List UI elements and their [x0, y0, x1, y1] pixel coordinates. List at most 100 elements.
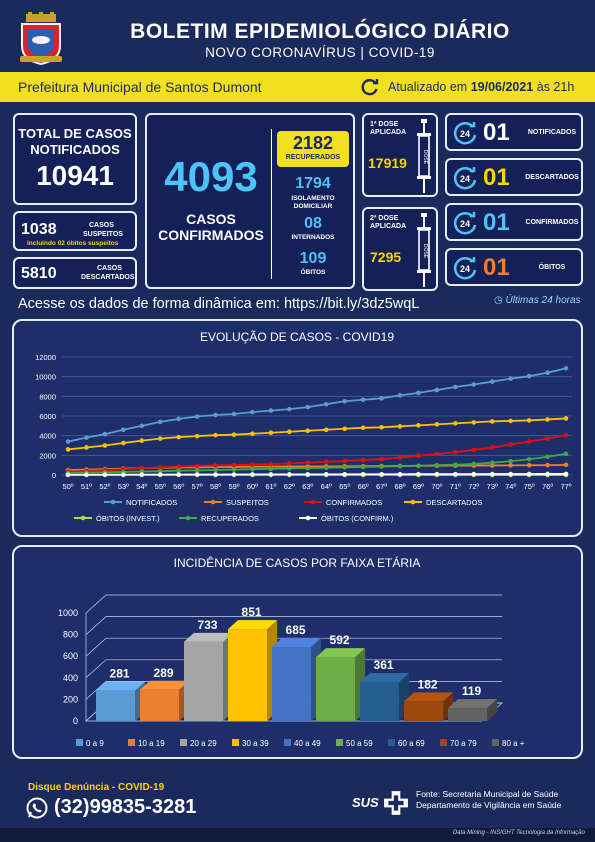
- bar: [228, 629, 268, 721]
- x-tick-label: 67º: [376, 482, 387, 491]
- gridline: [85, 659, 502, 679]
- data-point: [121, 472, 126, 477]
- data-point: [268, 466, 274, 472]
- data-point: [526, 456, 532, 462]
- bar: [184, 641, 224, 721]
- data-point: [397, 424, 403, 429]
- total-notificados-card: TOTAL DE CASOS NOTIFICADOS 10941: [13, 113, 137, 205]
- data-point: [416, 390, 421, 396]
- data-point: [287, 429, 292, 435]
- data-point: [194, 414, 200, 419]
- data-point: [305, 460, 311, 466]
- data-point: [268, 472, 274, 477]
- data-point: [194, 472, 200, 477]
- data-point: [397, 393, 403, 398]
- legend-marker: [410, 499, 416, 505]
- recuperados-value: 2182: [292, 133, 334, 153]
- series-line: [67, 417, 567, 451]
- suspeitos-label-1: CASOS: [89, 222, 114, 229]
- legend-label: 60 a 69: [398, 739, 425, 748]
- confirmados-card: 4093 CASOS CONFIRMADOS 2182 RECUPERADOS …: [145, 113, 355, 289]
- sus-logo-text: SUS: [352, 795, 379, 811]
- data-point: [563, 462, 569, 468]
- data-point: [250, 462, 255, 467]
- data-point: [416, 463, 421, 468]
- y-tick-label: 12000: [35, 353, 56, 362]
- line-chart-panel: EVOLUÇÃO DE CASOS - COVID19 0 2000 4000 6000…: [12, 319, 583, 537]
- data-point: [434, 387, 440, 393]
- data-point: [139, 423, 145, 429]
- data-point: [84, 445, 89, 450]
- dynamic-data-link[interactable]: Acesse os dados de forma dinâmica em: ht…: [18, 296, 420, 312]
- y-tick-label: 1000: [58, 608, 78, 618]
- bar-top: [228, 620, 278, 630]
- y-tick-label: 600: [63, 651, 78, 661]
- data-point: [489, 379, 495, 384]
- legend-marker: [310, 499, 316, 505]
- data-point: [471, 382, 477, 387]
- syringe-icon: DOSE: [417, 213, 431, 287]
- legend-label: 80 a +: [502, 739, 525, 748]
- data-point: [360, 425, 366, 431]
- x-tick-label: 55º: [155, 482, 166, 491]
- legend-label: 30 a 39: [242, 739, 269, 748]
- y-tick-label: 10000: [35, 373, 56, 382]
- data-point: [342, 426, 347, 432]
- data-point: [194, 433, 200, 439]
- legend-label: RECUPERADOS: [201, 514, 259, 523]
- last24-descartados-label: DESCARTADOS: [525, 174, 579, 181]
- data-point: [489, 460, 495, 466]
- legend-label: SUSPEITOS: [226, 498, 269, 507]
- last24-descartados-value: 01: [483, 164, 510, 191]
- descartados-label-1: CASOS: [97, 265, 122, 272]
- suspeitos-label-2: SUSPEITOS: [83, 231, 123, 238]
- suspeitos-card: 1038 CASOS SUSPEITOS Incluindo 02 óbitos…: [13, 211, 137, 251]
- bar: [272, 647, 312, 721]
- legend-label: 40 a 49: [294, 739, 321, 748]
- legend-swatch: [388, 739, 395, 746]
- data-point: [65, 447, 71, 452]
- data-point: [526, 418, 532, 423]
- last24-obitos-card: 24 01 ÓBITOS: [445, 248, 583, 286]
- last24-obitos-label: ÓBITOS: [538, 264, 566, 271]
- legend-swatch: [76, 739, 83, 746]
- y-tick-label: 6000: [39, 412, 56, 421]
- evolucao-line-chart: EVOLUÇÃO DE CASOS - COVID19 0 2000 4000 6000…: [35, 330, 572, 523]
- x-tick-label: 71º: [450, 482, 461, 491]
- legend-swatch: [336, 739, 343, 746]
- x-tick-label: 75º: [524, 482, 535, 491]
- x-tick-label: 54º: [136, 482, 147, 491]
- data-point: [526, 471, 532, 477]
- bar: [360, 682, 400, 721]
- data-point: [342, 472, 347, 477]
- x-tick-label: 76º: [542, 482, 553, 491]
- data-point: [323, 465, 329, 471]
- fonte-1: Fonte: Secretaria Municipal de Saúde: [416, 789, 559, 799]
- data-point: [563, 471, 569, 477]
- data-point: [176, 416, 181, 422]
- phone-number[interactable]: (32)99835-3281: [54, 796, 197, 818]
- bar-value-label: 685: [286, 623, 306, 637]
- line-chart-title: EVOLUÇÃO DE CASOS - COVID19: [200, 330, 394, 344]
- gridline: [85, 594, 502, 614]
- dose2-label-2: APLICADA: [370, 223, 407, 230]
- data-point: [287, 472, 292, 477]
- data-point: [453, 384, 458, 390]
- y-tick-label: 800: [63, 630, 78, 640]
- x-tick-label: 65º: [339, 482, 350, 491]
- isolamento-value: 1794: [295, 175, 331, 192]
- total-notificados-label-2: NOTIFICADOS: [30, 142, 120, 157]
- data-point: [305, 404, 311, 410]
- data-point: [545, 462, 550, 468]
- data-point: [508, 463, 513, 468]
- updated-suffix: às 21h: [536, 80, 575, 94]
- dose1-card: 1ª DOSE APLICADA 17919 DOSE: [362, 113, 438, 197]
- sus-cross-icon: [384, 791, 409, 815]
- descartados-card: 5810 CASOS DESCARTADOS: [13, 257, 137, 289]
- data-point: [471, 461, 477, 467]
- data-point: [342, 458, 347, 464]
- dose2-syringe-text: DOSE: [422, 244, 428, 259]
- data-point: [157, 419, 163, 425]
- updated-prefix: Atualizado em: [388, 80, 468, 94]
- clock-24h-icon: 24: [453, 257, 477, 280]
